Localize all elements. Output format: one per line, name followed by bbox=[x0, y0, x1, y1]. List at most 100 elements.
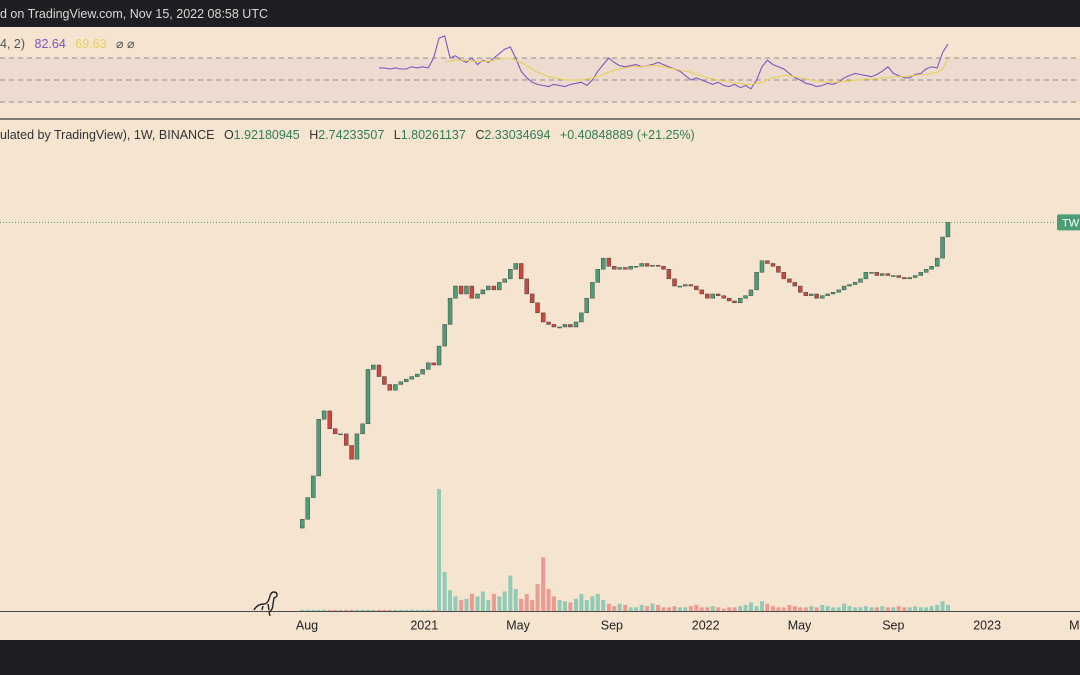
candle-body bbox=[852, 282, 858, 285]
rsi-value: 82.64 bbox=[34, 37, 66, 51]
candle-body bbox=[382, 376, 387, 385]
volume-bar bbox=[666, 607, 671, 611]
candle-body bbox=[880, 273, 885, 276]
volume-bar bbox=[491, 593, 496, 611]
bottom-bar bbox=[0, 640, 1080, 675]
legend-prefix: ulated by TradingView), 1W, BINANCE bbox=[0, 128, 215, 142]
candle-body bbox=[338, 433, 343, 436]
x-tick-label: Sep bbox=[882, 618, 904, 632]
candle-body bbox=[765, 260, 770, 264]
candle-body bbox=[584, 298, 589, 314]
volume-bar bbox=[530, 600, 535, 611]
candle-body bbox=[858, 278, 863, 283]
candle-body bbox=[497, 282, 502, 291]
volume-bar bbox=[311, 609, 316, 611]
volume-bar bbox=[469, 593, 474, 611]
volume-bar bbox=[459, 600, 464, 611]
candle-body bbox=[820, 295, 825, 299]
candle-body bbox=[579, 312, 584, 323]
volume-bar bbox=[798, 607, 803, 611]
volume-bar bbox=[365, 609, 370, 611]
volume-bar bbox=[568, 602, 573, 611]
candle-body bbox=[847, 284, 852, 287]
rsi-signal-value: 69.63 bbox=[75, 37, 107, 51]
candle-body bbox=[442, 324, 447, 347]
volume-bar bbox=[371, 609, 376, 611]
candle-body bbox=[486, 285, 491, 291]
candle-body bbox=[529, 293, 535, 304]
candle-body bbox=[940, 236, 945, 259]
volume-bar bbox=[464, 598, 469, 611]
volume-bar bbox=[322, 609, 327, 611]
x-tick-label: Sep bbox=[601, 618, 623, 632]
volume-bar bbox=[612, 606, 617, 611]
candle-body bbox=[508, 269, 513, 280]
candle-body bbox=[748, 289, 754, 296]
candle-body bbox=[300, 519, 305, 529]
candle-body bbox=[365, 369, 371, 425]
volume-bar bbox=[398, 609, 403, 611]
candle-body bbox=[792, 282, 798, 287]
volume-bar bbox=[426, 609, 431, 611]
volume-bar bbox=[305, 609, 310, 611]
candle-body bbox=[891, 275, 896, 277]
candle-body bbox=[781, 272, 786, 280]
x-tick-label: 2022 bbox=[692, 618, 720, 632]
rsi-line bbox=[379, 35, 949, 90]
volume-bar bbox=[820, 604, 825, 611]
x-tick-label: 2021 bbox=[410, 618, 438, 632]
visibility-icons[interactable]: ⌀ ⌀ bbox=[116, 37, 135, 51]
candle-body bbox=[836, 289, 841, 293]
x-tick-label: 2023 bbox=[973, 618, 1001, 632]
candle-body bbox=[398, 381, 404, 385]
price-tag bbox=[1057, 214, 1080, 231]
candle-body bbox=[918, 272, 923, 276]
candle-body bbox=[376, 364, 382, 377]
candle-body bbox=[874, 272, 880, 276]
candle-body bbox=[475, 293, 480, 299]
legend-change: +0.40848889 (+21.25%) bbox=[559, 128, 695, 142]
candle-body bbox=[590, 282, 595, 299]
candle-body bbox=[546, 321, 551, 325]
volume-bar bbox=[349, 609, 354, 611]
candle-body bbox=[902, 277, 907, 280]
volume-bar bbox=[316, 609, 321, 611]
candle-body bbox=[628, 266, 633, 270]
candle-body bbox=[426, 362, 431, 370]
volume-bar bbox=[595, 593, 600, 611]
candle-body bbox=[469, 285, 475, 299]
candle-body bbox=[661, 266, 666, 270]
candle-body bbox=[436, 345, 442, 366]
logo bbox=[253, 591, 278, 617]
volume-bar bbox=[754, 606, 759, 611]
volume-bar bbox=[590, 596, 595, 611]
volume-bar bbox=[551, 596, 556, 611]
rsi-line bbox=[444, 57, 949, 85]
volume-bar bbox=[409, 609, 414, 611]
volume-bar bbox=[803, 607, 808, 611]
volume-bar bbox=[639, 604, 644, 611]
volume-bar bbox=[650, 603, 655, 611]
x-tick-label: May bbox=[788, 618, 812, 632]
volume-bar bbox=[858, 607, 863, 611]
volume-bar bbox=[475, 596, 480, 611]
volume-bar bbox=[524, 593, 529, 611]
volume-bar bbox=[935, 604, 940, 611]
volume-bar bbox=[732, 607, 737, 611]
volume-bar bbox=[727, 607, 732, 611]
volume-bar bbox=[437, 489, 442, 611]
volume-bar bbox=[338, 609, 343, 611]
volume-bar bbox=[333, 609, 338, 611]
candle-body bbox=[929, 266, 934, 270]
candle-body bbox=[354, 433, 360, 460]
volume-bar bbox=[699, 607, 704, 611]
candle-body bbox=[666, 269, 672, 280]
legend-low: 1.80261137 bbox=[400, 128, 466, 142]
candle-body bbox=[371, 364, 376, 370]
candle-body bbox=[540, 312, 546, 323]
candle-body bbox=[726, 298, 732, 302]
candle-body bbox=[557, 326, 562, 329]
candle-body bbox=[562, 324, 568, 328]
volume-bar bbox=[913, 606, 918, 611]
